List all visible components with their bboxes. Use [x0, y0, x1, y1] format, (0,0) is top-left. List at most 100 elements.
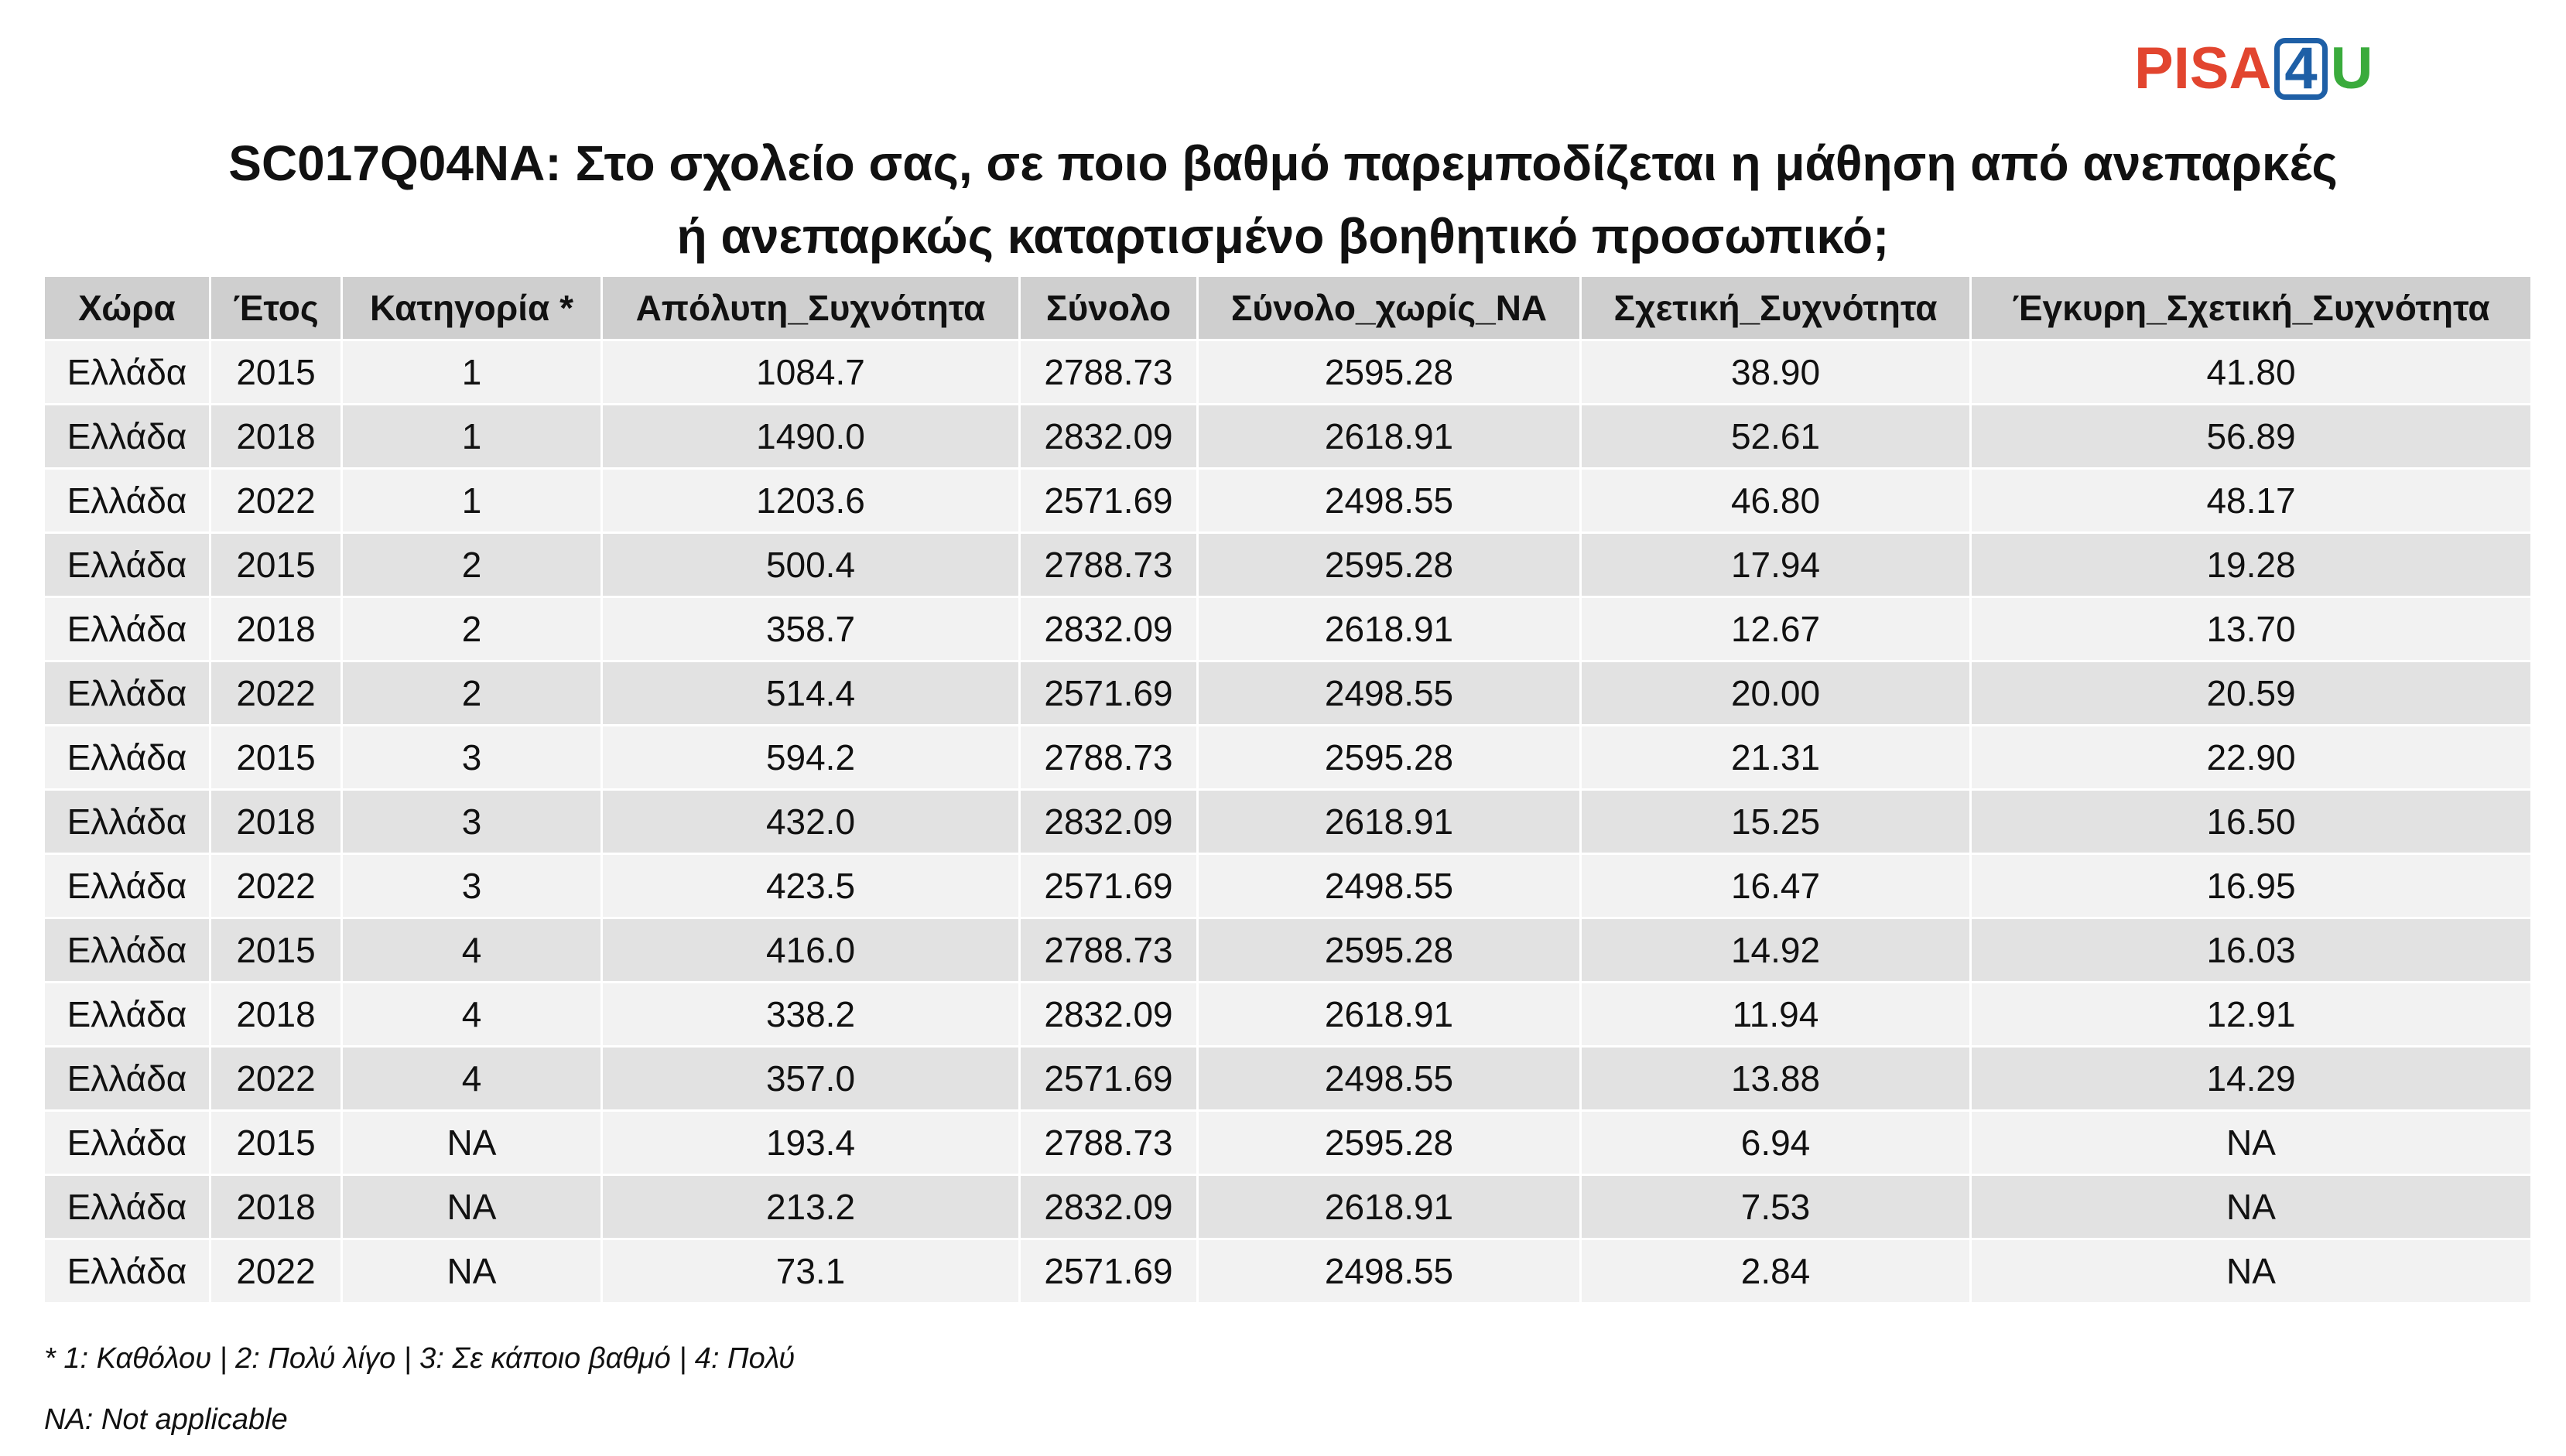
table-cell: 16.03 — [1969, 917, 2533, 983]
table-cell: 2498.55 — [1196, 660, 1582, 726]
header-cell: Κατηγορία * — [340, 275, 603, 341]
header-cell: Απόλυτη_Συχνότητα — [600, 275, 1021, 341]
table-row: Ελλάδα 2015 1 1084.7 2788.73 2595.28 38.90 41.8… — [43, 339, 2533, 405]
table-cell: 11.94 — [1579, 981, 1972, 1048]
table-cell: 41.80 — [1969, 339, 2533, 405]
table-cell: Ελλάδα — [43, 660, 211, 726]
table-cell: 2832.09 — [1018, 788, 1199, 855]
header-row: Χώρα Έτος Κατηγορία * Απόλυτη_Συχνότητα Σύνο… — [43, 275, 2533, 341]
table-cell: 4 — [340, 1045, 603, 1112]
table-cell: 4 — [340, 917, 603, 983]
table-cell: NA — [340, 1109, 603, 1176]
table-cell: 2571.69 — [1018, 467, 1199, 534]
table-cell: Ελλάδα — [43, 339, 211, 405]
header-cell: Έγκυρη_Σχετική_Συχνότητα — [1969, 275, 2533, 341]
table-cell: 19.28 — [1969, 531, 2533, 598]
table-row: Ελλάδα 2018 1 1490.0 2832.09 2618.91 52.61 56.8… — [43, 403, 2533, 470]
table-row: Ελλάδα 2022 1 1203.6 2571.69 2498.55 46.80 48.1… — [43, 467, 2533, 534]
table-cell: 2618.91 — [1196, 788, 1582, 855]
logo: PISA 4 U — [2134, 34, 2373, 104]
table-cell: 2022 — [209, 660, 343, 726]
table-cell: 2.84 — [1579, 1238, 1972, 1304]
title-line: ή ανεπαρκώς καταρτισμένο βοηθητικό προσω… — [676, 208, 1890, 264]
table-cell: 2498.55 — [1196, 1045, 1582, 1112]
table-cell: 2595.28 — [1196, 917, 1582, 983]
table-cell: 21.31 — [1579, 724, 1972, 791]
table-cell: 2832.09 — [1018, 403, 1199, 470]
table-row: Ελλάδα 2018 NA 213.2 2832.09 2618.91 7.53 NA — [43, 1174, 2533, 1240]
table-cell: 1 — [340, 467, 603, 534]
table-cell: Ελλάδα — [43, 917, 211, 983]
table-cell: 2571.69 — [1018, 660, 1199, 726]
data-table: Χώρα Έτος Κατηγορία * Απόλυτη_Συχνότητα Σύνο… — [43, 275, 2533, 1304]
table-cell: 193.4 — [600, 1109, 1021, 1176]
table-cell: 432.0 — [600, 788, 1021, 855]
table-row: Ελλάδα 2015 3 594.2 2788.73 2595.28 21.31 22.90 — [43, 724, 2533, 791]
header-cell: Έτος — [209, 275, 343, 341]
table-cell: 2788.73 — [1018, 531, 1199, 598]
table-cell: 2015 — [209, 917, 343, 983]
table-cell: 13.88 — [1579, 1045, 1972, 1112]
table-cell: 12.67 — [1579, 596, 1972, 662]
table-cell: 1203.6 — [600, 467, 1021, 534]
table-cell: 20.00 — [1579, 660, 1972, 726]
table-cell: 3 — [340, 724, 603, 791]
table-row: Ελλάδα 2018 2 358.7 2832.09 2618.91 12.67 13.70 — [43, 596, 2533, 662]
logo-text: U — [2330, 36, 2373, 101]
table-cell: 2832.09 — [1018, 981, 1199, 1048]
table-cell: 1 — [340, 339, 603, 405]
logo-text: 4 — [2274, 38, 2328, 100]
logo-text: PISA — [2134, 36, 2272, 101]
table-cell: 12.91 — [1969, 981, 2533, 1048]
table-row: Ελλάδα 2018 4 338.2 2832.09 2618.91 11.94 12.91 — [43, 981, 2533, 1048]
table-cell: 500.4 — [600, 531, 1021, 598]
table-cell: 2498.55 — [1196, 1238, 1582, 1304]
table-cell: 2618.91 — [1196, 596, 1582, 662]
table-cell: 56.89 — [1969, 403, 2533, 470]
table-cell: Ελλάδα — [43, 1045, 211, 1112]
table-cell: 2832.09 — [1018, 1174, 1199, 1240]
table-cell: Ελλάδα — [43, 1238, 211, 1304]
table-cell: 2832.09 — [1018, 596, 1199, 662]
table-cell: 38.90 — [1579, 339, 1972, 405]
table-cell: 2018 — [209, 596, 343, 662]
table-cell: NA — [1969, 1238, 2533, 1304]
table-cell: 2788.73 — [1018, 339, 1199, 405]
table-row: Ελλάδα 2015 4 416.0 2788.73 2595.28 14.92 16.03 — [43, 917, 2533, 983]
table-row: Ελλάδα 2018 3 432.0 2832.09 2618.91 15.25 16.50 — [43, 788, 2533, 855]
table-cell: 2018 — [209, 1174, 343, 1240]
table-cell: 423.5 — [600, 853, 1021, 919]
table-cell: Ελλάδα — [43, 724, 211, 791]
table-cell: 2498.55 — [1196, 467, 1582, 534]
table-cell: 46.80 — [1579, 467, 1972, 534]
header-cell: Σχετική_Συχνότητα — [1579, 275, 1972, 341]
table-cell: 16.50 — [1969, 788, 2533, 855]
table-cell: 2022 — [209, 1238, 343, 1304]
table-cell: 2788.73 — [1018, 917, 1199, 983]
table-cell: 2571.69 — [1018, 1045, 1199, 1112]
table-cell: 2571.69 — [1018, 853, 1199, 919]
table-cell: 1084.7 — [600, 339, 1021, 405]
table-cell: 48.17 — [1969, 467, 2533, 534]
table-row: Ελλάδα 2015 2 500.4 2788.73 2595.28 17.94 19.28 — [43, 531, 2533, 598]
table-row: Ελλάδα 2022 4 357.0 2571.69 2498.55 13.88 14.29 — [43, 1045, 2533, 1112]
table-row: Ελλάδα 2022 3 423.5 2571.69 2498.55 16.47 16.95 — [43, 853, 2533, 919]
table-cell: 52.61 — [1579, 403, 1972, 470]
table-cell: 416.0 — [600, 917, 1021, 983]
table-cell: Ελλάδα — [43, 788, 211, 855]
table-cell: 2618.91 — [1196, 981, 1582, 1048]
table-row: Ελλάδα 2022 NA 73.1 2571.69 2498.55 2.84 NA — [43, 1238, 2533, 1304]
table-cell: 2788.73 — [1018, 724, 1199, 791]
table-cell: 15.25 — [1579, 788, 1972, 855]
table-cell: Ελλάδα — [43, 467, 211, 534]
table-cell: 357.0 — [600, 1045, 1021, 1112]
table-cell: 16.95 — [1969, 853, 2533, 919]
table-cell: 2022 — [209, 1045, 343, 1112]
header-cell: Χώρα — [43, 275, 211, 341]
footnote: NA: Not applicable — [44, 1403, 288, 1436]
table-row: Ελλάδα 2022 2 514.4 2571.69 2498.55 20.00 20.59 — [43, 660, 2533, 726]
table-cell: 14.92 — [1579, 917, 1972, 983]
header-cell: Σύνολο_χωρίς_NA — [1196, 275, 1582, 341]
table-cell: 2 — [340, 596, 603, 662]
